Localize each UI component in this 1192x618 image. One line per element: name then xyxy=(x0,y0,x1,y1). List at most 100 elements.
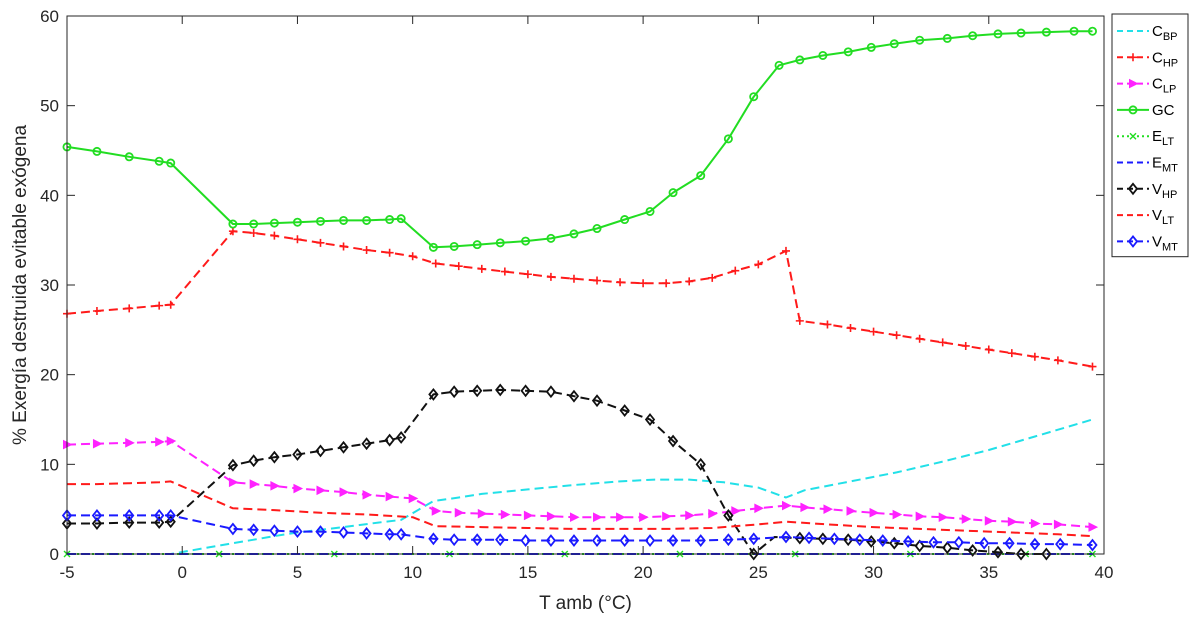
data-point-vhp xyxy=(843,533,854,547)
data-point-vmt xyxy=(338,526,349,539)
data-point-clp xyxy=(1030,518,1041,529)
data-point-clp xyxy=(708,508,718,519)
data-point-gc xyxy=(942,33,952,43)
data-point-vhp xyxy=(154,516,165,530)
data-point-clp xyxy=(984,516,995,526)
data-point-gc xyxy=(495,238,505,248)
data-point-gc xyxy=(668,188,678,198)
data-point-clp xyxy=(1007,516,1018,527)
data-point-gc xyxy=(569,229,579,239)
series-line-vmt xyxy=(67,514,1093,546)
data-point-chp xyxy=(293,235,302,244)
legend-label-cbp: CBP xyxy=(1152,23,1178,43)
data-point-gc xyxy=(228,219,238,229)
y-tick-label: 40 xyxy=(40,186,59,205)
legend-item-gc: GC xyxy=(1117,102,1175,119)
data-point-gc xyxy=(723,134,733,144)
data-point-vmt xyxy=(395,527,407,541)
data-point-vhp xyxy=(520,384,531,398)
data-point-vmt xyxy=(780,530,792,544)
legend: CBP CHP CLP GC ELT EMT VHP VLT VMT xyxy=(1111,13,1189,258)
data-point-vmt xyxy=(520,534,531,547)
data-point-vmt xyxy=(591,534,603,547)
data-point-vhp xyxy=(748,547,759,561)
data-point-chp xyxy=(754,260,763,269)
x-tick-label: 20 xyxy=(634,563,653,582)
data-point-clp xyxy=(155,437,165,447)
data-point-vmt xyxy=(269,524,280,538)
data-point-vmt xyxy=(619,534,630,547)
data-point-clp xyxy=(339,487,350,497)
data-point-gc xyxy=(774,60,784,70)
data-point-chp xyxy=(362,246,371,255)
data-point-clp xyxy=(938,512,949,523)
data-point-chp xyxy=(1030,352,1039,361)
data-point-vhp xyxy=(315,444,326,458)
data-point-vmt xyxy=(292,525,303,539)
legend-label-elt: ELT xyxy=(1152,128,1174,148)
data-point-vmt xyxy=(227,522,239,536)
data-point-gc xyxy=(546,233,556,243)
data-point-clp xyxy=(892,509,903,520)
series-gc xyxy=(62,26,1097,252)
y-tick-label: 10 xyxy=(40,455,59,474)
data-point-vmt xyxy=(928,535,939,549)
data-point-clp xyxy=(316,485,327,496)
data-point-chp xyxy=(339,242,348,251)
data-point-vmt xyxy=(568,534,580,547)
data-point-gc xyxy=(696,171,706,181)
data-point-gc xyxy=(124,152,134,162)
data-point-clp xyxy=(454,507,465,518)
data-point-gc xyxy=(472,240,482,250)
series-clp xyxy=(63,436,1099,532)
data-point-chp xyxy=(869,327,878,336)
data-point-clp xyxy=(523,510,534,521)
y-tick-label: 60 xyxy=(40,7,59,26)
legend-label-chp: CHP xyxy=(1152,49,1178,69)
data-point-chp xyxy=(781,246,790,255)
data-point-chp xyxy=(92,307,101,316)
data-point-gc xyxy=(889,39,899,49)
data-point-vmt xyxy=(644,534,656,547)
data-point-chp xyxy=(316,238,325,247)
data-point-vmt xyxy=(979,536,990,550)
data-point-gc xyxy=(154,156,164,166)
legend-item-vlt: VLT xyxy=(1117,207,1174,227)
data-point-clp xyxy=(1088,522,1099,532)
data-point-clp xyxy=(846,506,857,516)
series-chp xyxy=(63,227,1097,371)
data-point-vmt xyxy=(877,534,888,547)
x-axis-label: T amb (°C) xyxy=(539,593,632,614)
data-point-gc xyxy=(92,146,102,156)
data-point-gc xyxy=(1087,26,1097,36)
data-point-clp xyxy=(500,509,511,520)
data-point-clp xyxy=(616,512,626,523)
data-point-gc xyxy=(428,242,438,252)
data-point-chp xyxy=(228,227,237,236)
data-point-vhp xyxy=(545,385,557,399)
data-point-clp xyxy=(915,511,926,522)
data-point-vmt xyxy=(1087,538,1098,552)
legend-marker-vmt xyxy=(1127,234,1139,248)
x-tick-label: 40 xyxy=(1095,563,1114,582)
data-point-clp xyxy=(431,506,442,516)
data-point-clp xyxy=(1053,519,1064,530)
data-point-gc xyxy=(749,92,759,102)
data-point-clp xyxy=(408,493,419,504)
data-point-vmt xyxy=(1029,537,1041,551)
data-point-vhp xyxy=(248,454,259,468)
data-point-chp xyxy=(431,259,440,268)
legend-item-vhp: VHP xyxy=(1117,181,1177,201)
x-tick-label: 10 xyxy=(403,563,422,582)
data-point-vmt xyxy=(803,531,815,545)
data-point-gc xyxy=(1041,27,1051,37)
data-point-vmt xyxy=(829,532,840,546)
data-point-clp xyxy=(228,477,239,488)
data-point-vhp xyxy=(124,516,135,530)
data-point-chp xyxy=(249,228,258,237)
data-point-vhp xyxy=(817,532,829,546)
data-point-vhp xyxy=(495,383,506,397)
series-line-cbp xyxy=(67,418,1093,555)
data-point-chp xyxy=(477,264,486,273)
data-point-vhp xyxy=(472,384,483,398)
